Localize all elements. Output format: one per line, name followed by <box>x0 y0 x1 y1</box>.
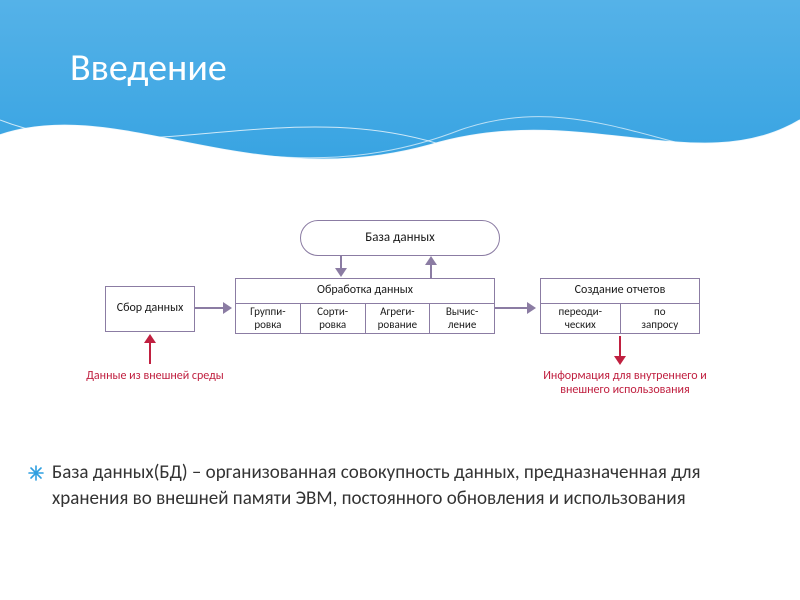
arrow-red <box>149 342 151 364</box>
segment-label: Агреги- рование <box>378 306 417 330</box>
caption-text: Информация для внутреннего и внешнего ис… <box>543 369 707 397</box>
database-diagram: База данных Сбор данных Обработка данных… <box>0 220 800 440</box>
segment-label: Вычис- ление <box>446 306 478 330</box>
arrow-head-down-icon <box>614 356 626 365</box>
segment-label: Группи- ровка <box>250 306 285 330</box>
arrow <box>430 264 432 278</box>
arrow-red <box>619 336 621 358</box>
decorative-waves <box>0 0 800 220</box>
node-process-label: Обработка данных <box>317 284 413 297</box>
definition-text: База данных(БД) – организованная совокуп… <box>52 460 770 511</box>
arrow <box>495 307 529 309</box>
node-process: Обработка данных <box>235 278 495 304</box>
arrow-head-right-icon <box>527 302 536 314</box>
asterisk-icon <box>28 465 44 481</box>
slide-header: Введение <box>0 0 800 210</box>
segment: Агреги- рование <box>365 304 430 333</box>
arrow <box>195 307 225 309</box>
arrow-head-down-icon <box>335 268 347 277</box>
segment: Вычис- ление <box>429 304 494 333</box>
slide-title: Введение <box>70 45 227 91</box>
segment: по запросу <box>620 304 700 333</box>
segment: Группи- ровка <box>236 304 300 333</box>
node-collect: Сбор данных <box>105 286 195 332</box>
node-reports-label: Создание отчетов <box>575 284 666 297</box>
reports-segments: переоди- ческих по запросу <box>540 304 700 334</box>
segment-label: по запросу <box>641 306 678 330</box>
caption-left: Данные из внешней среды <box>80 370 230 384</box>
segment: переоди- ческих <box>541 304 620 333</box>
segment-label: переоди- ческих <box>559 306 602 330</box>
node-collect-label: Сбор данных <box>117 302 184 315</box>
process-segments: Группи- ровка Сорти- ровка Агреги- рован… <box>235 304 495 334</box>
node-reports: Создание отчетов <box>540 278 700 304</box>
arrow-head-right-icon <box>223 302 232 314</box>
definition-bullet: База данных(БД) – организованная совокуп… <box>30 460 770 511</box>
node-root-label: База данных <box>365 231 435 245</box>
arrow-head-up-icon <box>425 256 437 265</box>
arrow-head-up-icon <box>144 334 156 343</box>
caption-right: Информация для внутреннего и внешнего ис… <box>525 370 725 398</box>
segment: Сорти- ровка <box>300 304 365 333</box>
segment-label: Сорти- ровка <box>317 306 348 330</box>
caption-text: Данные из внешней среды <box>86 369 224 383</box>
node-root: База данных <box>300 220 500 256</box>
